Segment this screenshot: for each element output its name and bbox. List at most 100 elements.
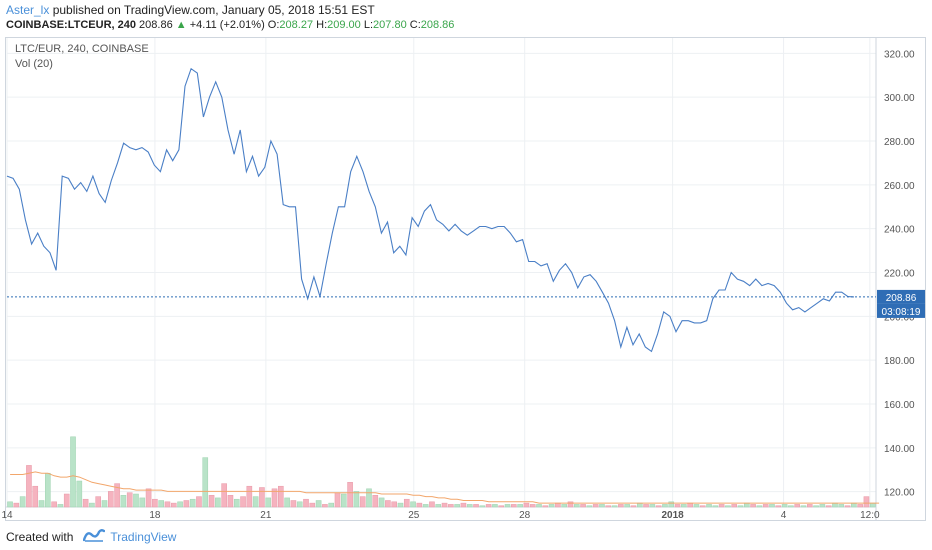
chart-legend: LTC/EUR, 240, COINBASE Vol (20) — [15, 42, 149, 72]
volume-bar — [599, 504, 605, 508]
volume-bar — [737, 505, 744, 508]
volume-bar — [385, 500, 391, 508]
volume-bar — [359, 496, 366, 508]
volume-bar — [108, 491, 114, 508]
volume-bar — [196, 496, 202, 508]
volume-bar — [265, 497, 272, 508]
volume-bar — [731, 504, 738, 508]
volume-bar — [806, 504, 813, 508]
y-tick-label: 120.00 — [884, 488, 915, 499]
volume-bar — [259, 487, 265, 508]
volume-bar — [819, 504, 826, 508]
volume-bar — [89, 502, 95, 508]
volume-bar — [687, 502, 693, 508]
y-tick-label: 320.00 — [884, 49, 915, 60]
volume-bar — [95, 496, 102, 508]
volume-bar — [7, 501, 13, 508]
volume-bar — [133, 493, 139, 508]
volume-bar — [70, 436, 76, 508]
volume-bar — [485, 504, 492, 508]
volume-bar — [416, 502, 423, 508]
legend-symbol: LTC/EUR, 240, COINBASE — [15, 43, 149, 55]
y-tick-label: 160.00 — [884, 400, 915, 411]
volume-bar — [769, 504, 775, 508]
volume-bar — [832, 502, 838, 508]
volume-bar — [63, 493, 70, 508]
volume-bar — [322, 504, 328, 508]
volume-bar — [32, 485, 39, 508]
volume-bar — [825, 505, 832, 508]
volume-bar — [630, 505, 637, 508]
volume-bar — [19, 496, 26, 508]
volume-bar — [750, 504, 756, 508]
publish-info: Aster_lx published on TradingView.com, J… — [6, 3, 375, 17]
countdown-badge — [877, 303, 925, 318]
volume-bar — [410, 501, 416, 508]
volume-bar — [215, 497, 221, 508]
volume-bar — [246, 485, 253, 508]
volume-bar — [517, 504, 523, 508]
volume-bar — [397, 502, 404, 508]
volume-bar — [649, 504, 656, 508]
close-label: C: — [409, 19, 421, 31]
volume-bar — [114, 483, 120, 508]
volume-bar — [391, 501, 397, 508]
volume-bar — [45, 472, 51, 508]
volume-ma-line — [10, 471, 880, 504]
volume-bar — [460, 502, 467, 508]
volume-bar — [183, 500, 190, 508]
tradingview-logo-icon — [83, 528, 106, 545]
volume-bar — [441, 502, 448, 508]
tradingview-brand[interactable]: TradingView — [110, 529, 177, 544]
footer: Created with TradingView — [6, 528, 176, 545]
volume-bar — [340, 493, 347, 508]
volume-bar — [448, 504, 454, 508]
volume-bar — [800, 505, 807, 508]
volume-bar — [869, 502, 876, 508]
chart-frame[interactable] — [5, 37, 926, 521]
volume-bar — [233, 498, 240, 508]
volume-bar — [498, 505, 505, 508]
volume-bar — [561, 504, 567, 508]
volume-bar — [372, 495, 379, 508]
volume-bar — [177, 501, 183, 508]
created-with-text: Created with — [6, 529, 74, 544]
symbol-label: COINBASE:LTCEUR, 240 — [6, 19, 136, 31]
volume-bar — [712, 505, 719, 508]
price-line — [6, 67, 855, 353]
volume-bar — [145, 488, 152, 508]
y-tick-label: 220.00 — [884, 269, 915, 280]
high-label: H: — [316, 19, 328, 31]
volume-bar — [158, 500, 164, 508]
volume-bar — [511, 504, 517, 508]
x-tick-label: 12:0 — [860, 510, 880, 521]
x-tick-label: 28 — [519, 510, 531, 521]
volume-bar — [693, 504, 700, 508]
y-tick-label: 180.00 — [884, 356, 915, 367]
volume-bar — [573, 504, 580, 508]
change-value: +4.11 (+2.01%) — [189, 19, 265, 31]
volume-bar — [303, 498, 309, 508]
low-label: L: — [363, 19, 374, 31]
volume-bar — [674, 504, 681, 508]
volume-bar — [347, 482, 353, 508]
volume-bar — [618, 504, 624, 508]
y-tick-label: 140.00 — [884, 444, 915, 455]
volume-bar — [13, 502, 20, 508]
volume-bar — [290, 500, 297, 508]
y-tick-label: 300.00 — [884, 93, 915, 104]
volume-bar — [26, 465, 32, 508]
volume-bar — [315, 500, 322, 508]
volume-bar — [466, 504, 473, 508]
volume-bar — [278, 485, 284, 508]
author-link[interactable]: Aster_lx — [6, 3, 50, 17]
volume-bar — [82, 498, 89, 508]
volume-bar — [813, 505, 819, 508]
volume-bar — [699, 505, 706, 508]
volume-bar — [221, 483, 227, 508]
y-tick-label: 240.00 — [884, 225, 915, 236]
volume-bar — [170, 502, 177, 508]
high-value: 209.00 — [327, 19, 361, 31]
last-value: 208.86 — [139, 19, 173, 31]
